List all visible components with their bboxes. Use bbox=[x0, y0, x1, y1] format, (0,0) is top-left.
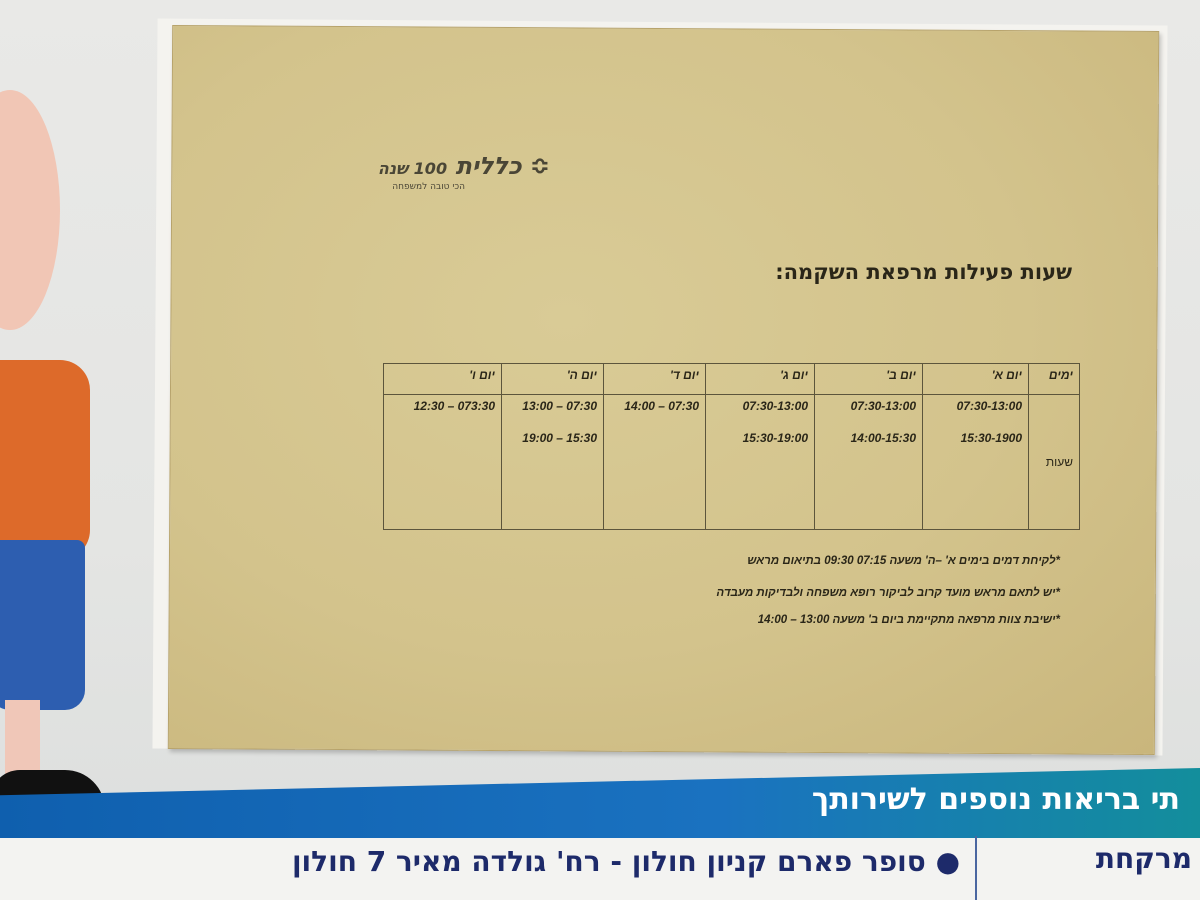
header-cell: יום ה' bbox=[501, 363, 604, 395]
table-header-row: ימים יום א' יום ב' יום ג' יום ד' יום ה' … bbox=[383, 363, 1080, 395]
header-cell: יום ד' bbox=[603, 363, 706, 395]
hours-cell: 07:30-13:00 15:30-19:00 bbox=[705, 394, 815, 530]
hours-table: ימים יום א' יום ב' יום ג' יום ד' יום ה' … bbox=[383, 363, 1080, 530]
hours-range: 07:30-13:00 bbox=[742, 399, 808, 413]
clalit-logo: ≎ כללית 100 שנה הכי טובה למשפחה bbox=[360, 150, 560, 200]
divider bbox=[975, 836, 977, 900]
hours-range: 13:00 – 07:30 bbox=[522, 399, 597, 413]
logo-badge: 100 שנה bbox=[377, 159, 448, 178]
note-appointments: *יש לתאם מראש מועד קרוב לביקור רופא משפח… bbox=[716, 587, 1060, 599]
header-cell: יום א' bbox=[922, 363, 1029, 395]
pharmacy-label: מרקחת bbox=[1095, 842, 1192, 875]
mascot-head bbox=[0, 90, 60, 330]
hours-cell: 13:00 – 07:30 19:00 – 15:30 bbox=[501, 394, 604, 530]
banner-title: תי בריאות נוספים לשירותך bbox=[811, 782, 1180, 817]
note-blood-tests: *לקיחת דמים בימים א' –ה' משעה 07:15 09:3… bbox=[747, 555, 1060, 567]
logo-tagline: הכי טובה למשפחה bbox=[392, 182, 465, 192]
services-row bbox=[0, 838, 1200, 900]
table-row: שעות 07:30-13:00 15:30-1900 07:30-13:00 14… bbox=[383, 394, 1080, 530]
mascot-skirt bbox=[0, 540, 85, 710]
header-cell: יום ו' bbox=[383, 363, 502, 395]
hours-cell: 07:30-13:00 14:00-15:30 bbox=[814, 394, 923, 530]
hours-range: 07:30-13:00 bbox=[850, 399, 916, 413]
hours-cell: 14:00 – 07:30 bbox=[603, 394, 706, 530]
notice-title: שעות פעילות מרפאת השקמה: bbox=[775, 260, 1072, 284]
logo-brand: כללית bbox=[455, 152, 522, 180]
header-cell: יום ב' bbox=[814, 363, 923, 395]
mascot-shirt bbox=[0, 360, 90, 560]
hours-range: 14:00 – 07:30 bbox=[624, 399, 699, 413]
logo-icon: ≎ bbox=[529, 152, 550, 180]
hours-range: 19:00 – 15:30 bbox=[522, 431, 597, 445]
header-cell: יום ג' bbox=[705, 363, 815, 395]
header-cell: ימים bbox=[1028, 363, 1080, 395]
store-address: ● סופר פארם קניון חולון - רח' גולדה מאיר… bbox=[291, 845, 960, 878]
row-label: שעות bbox=[1028, 394, 1080, 530]
hours-cell: 07:30-13:00 15:30-1900 bbox=[922, 394, 1029, 530]
hours-range: 14:00-15:30 bbox=[850, 431, 916, 445]
hours-range: 07:30-13:00 bbox=[956, 399, 1022, 413]
hours-cell: 12:30 – 073:30 bbox=[383, 394, 502, 530]
mascot-leg bbox=[5, 700, 40, 780]
hours-range: 15:30-19:00 bbox=[742, 431, 808, 445]
note-staff-meeting: *ישיבת צוות מרפאה מתקיימת ביום ב' משעה 1… bbox=[757, 614, 1060, 626]
hours-range: 12:30 – 073:30 bbox=[413, 399, 495, 413]
hours-range: 15:30-1900 bbox=[960, 431, 1022, 445]
